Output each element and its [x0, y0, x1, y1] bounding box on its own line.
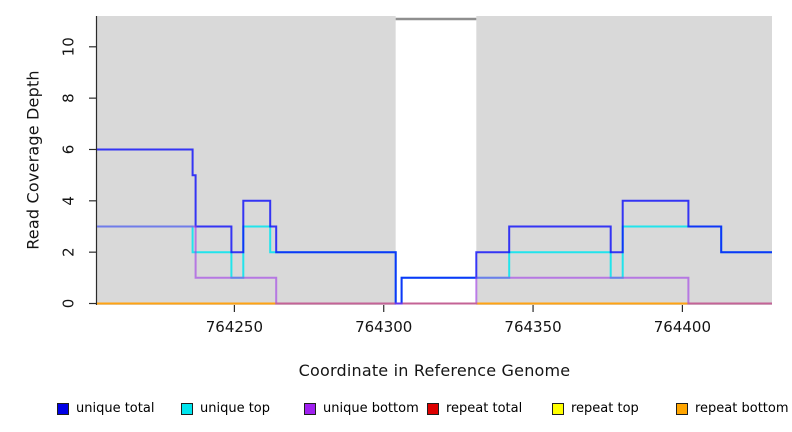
y-tick-label: 8 — [59, 93, 77, 103]
x-tick-label: 764300 — [355, 318, 412, 336]
y-tick-label: 6 — [59, 145, 77, 155]
y-tick-label: 2 — [59, 247, 77, 257]
x-tick-label: 764400 — [654, 318, 711, 336]
y-tick-label: 10 — [59, 37, 77, 56]
x-axis-title: Coordinate in Reference Genome — [298, 361, 571, 380]
y-tick-label: 4 — [59, 196, 77, 206]
repeat-region-band — [395, 16, 477, 305]
y-axis-title: Read Coverage Depth — [23, 70, 43, 250]
series-unique-bottom — [97, 225, 772, 305]
y-tick-label: 0 — [59, 299, 77, 309]
x-tick-label: 764350 — [504, 318, 561, 336]
x-tick-label: 764250 — [206, 318, 263, 336]
